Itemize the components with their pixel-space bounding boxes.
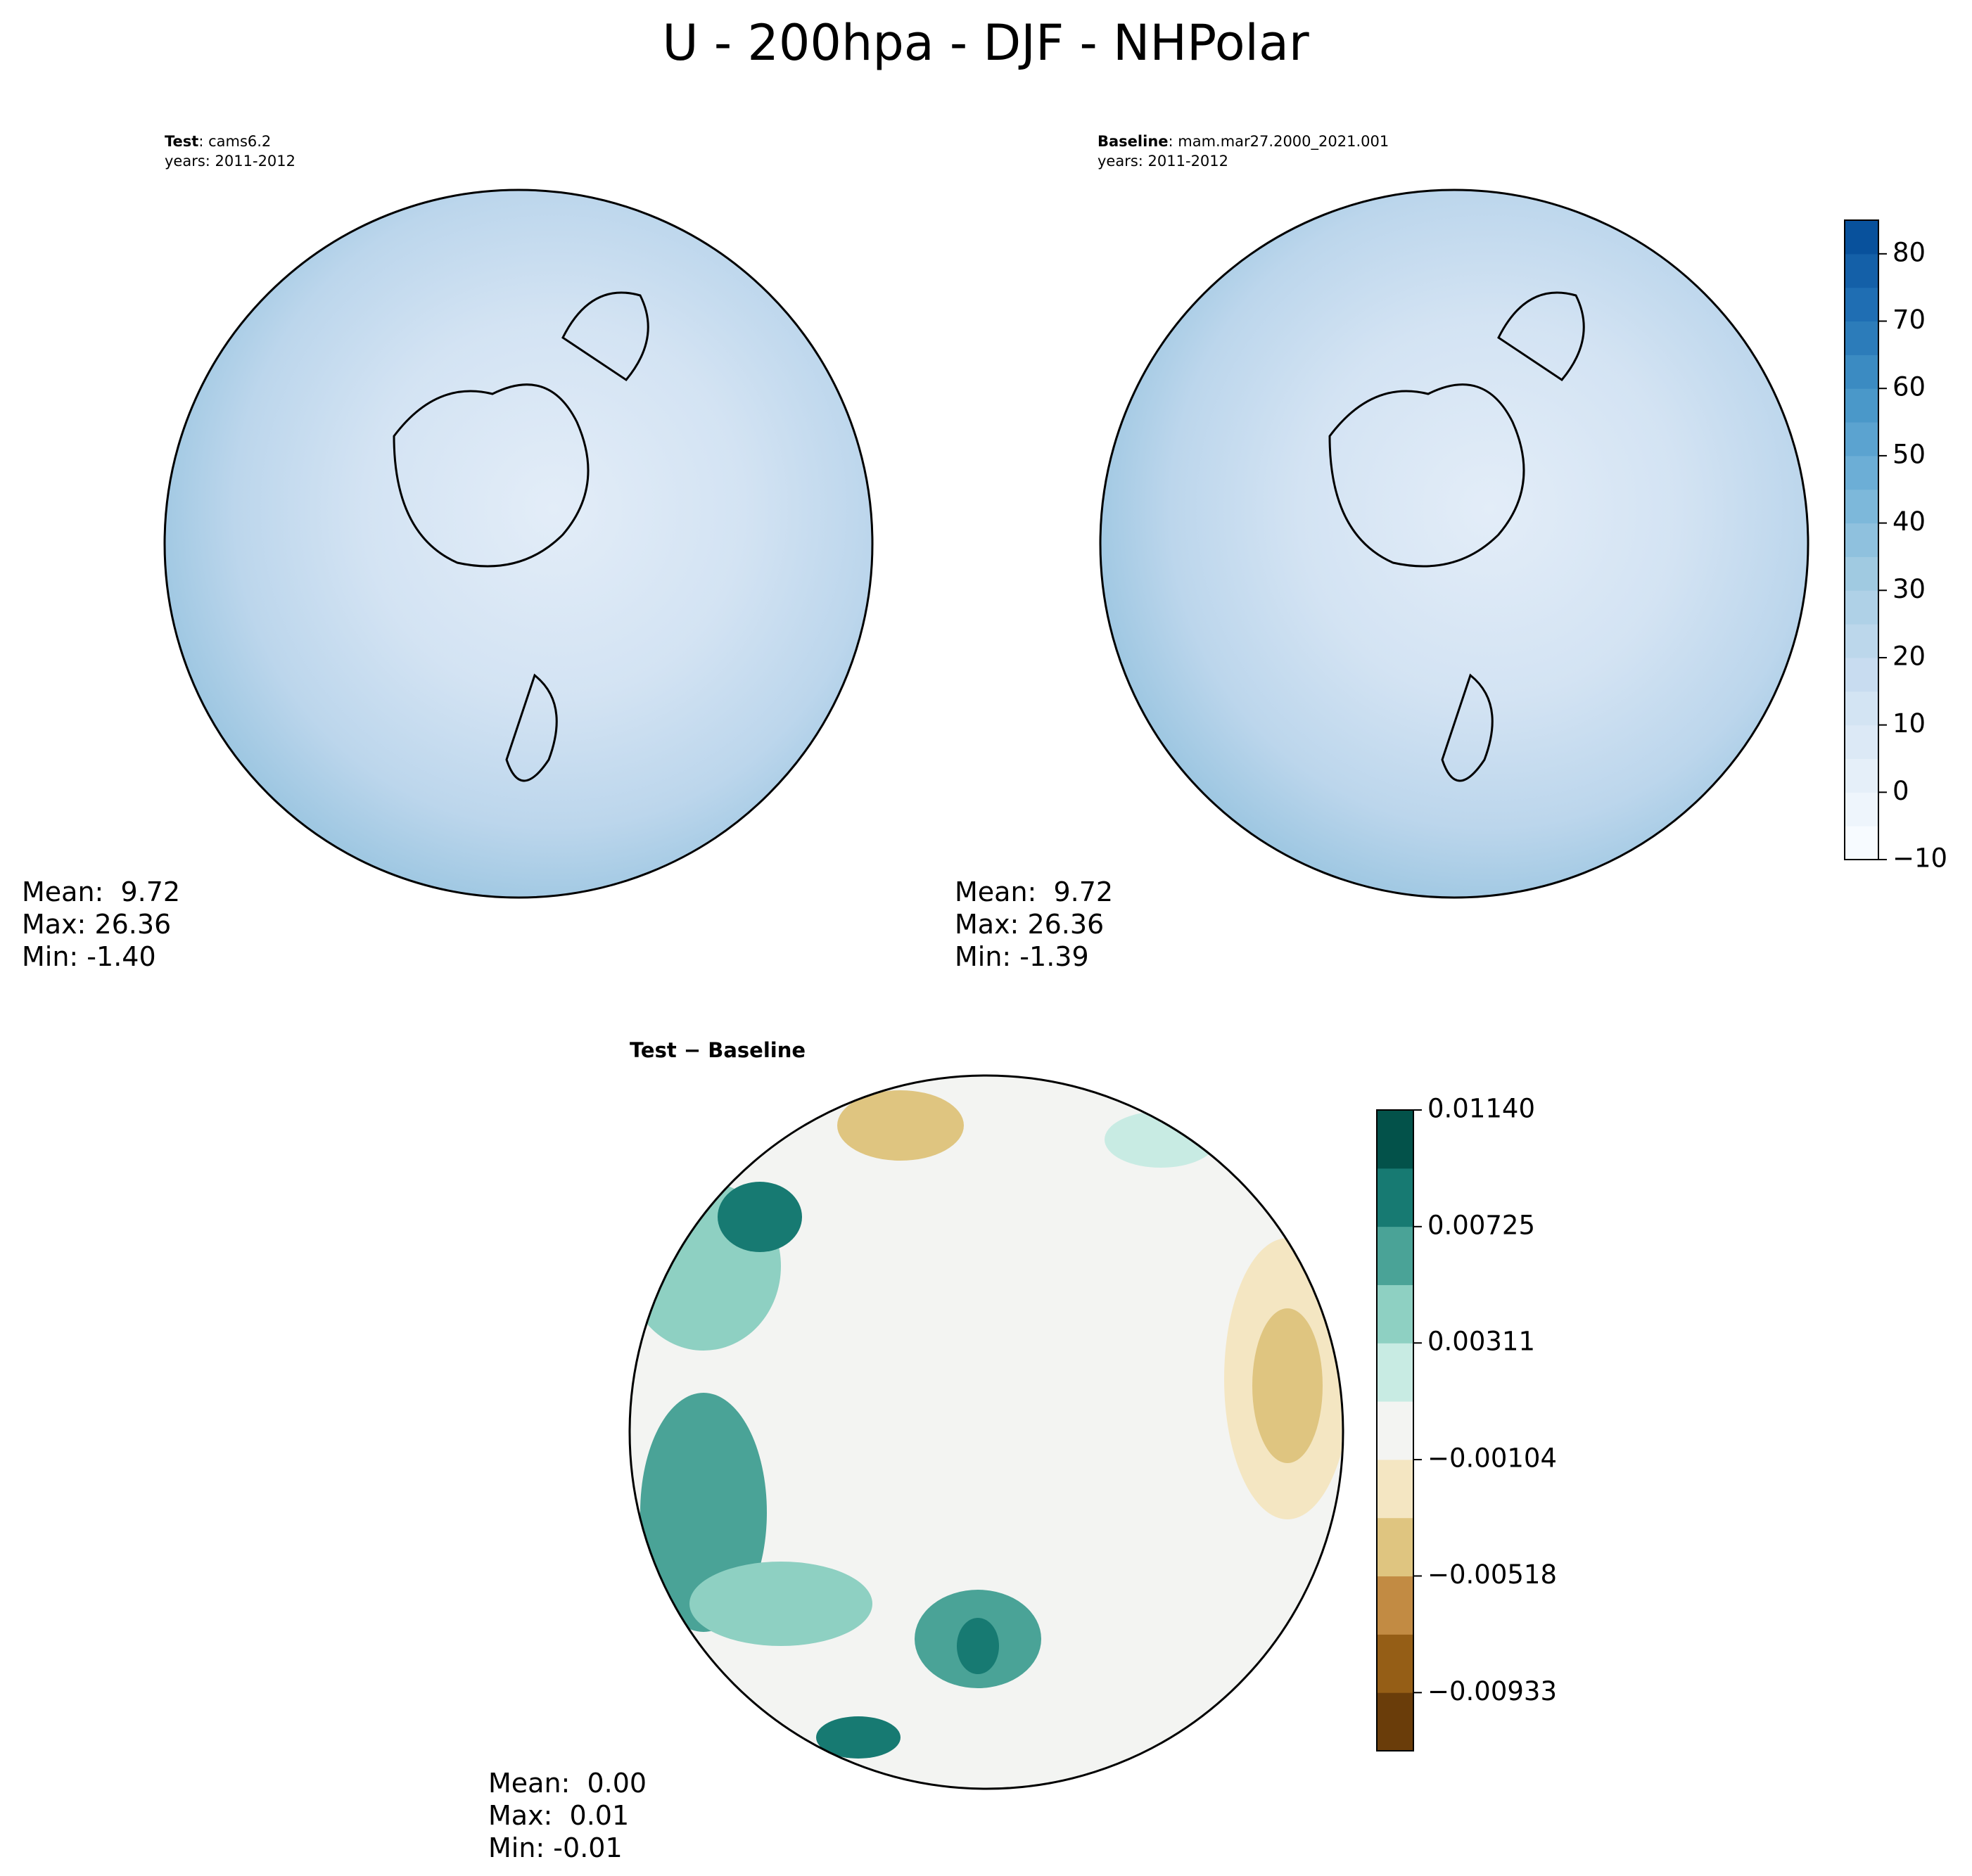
- colorbar-band: [1845, 321, 1878, 355]
- colorbar-band: [1845, 758, 1878, 793]
- panel-label: Baseline: mam.mar27.2000_2021.001: [1098, 133, 1389, 151]
- colorbar-band: [1845, 590, 1878, 625]
- stat: Min: -0.01: [488, 1832, 623, 1863]
- colorbar-band: [1377, 1576, 1413, 1635]
- colorbar-tick-label: −0.00933: [1427, 1676, 1557, 1706]
- case-label: Baseline: [1098, 133, 1169, 150]
- stat: Mean: 9.72: [955, 876, 1113, 907]
- colorbar-band: [1845, 657, 1878, 692]
- colorbar-band: [1845, 826, 1878, 860]
- colorbar-tick-label: −0.00104: [1427, 1443, 1557, 1474]
- colorbar-band: [1377, 1517, 1413, 1577]
- years: years: 2011-2012: [1098, 153, 1228, 170]
- colorbar-band: [1845, 792, 1878, 827]
- colorbar-band: [1845, 725, 1878, 759]
- colorbar-frame: [1844, 219, 1879, 860]
- colorbar-tick-label: 40: [1893, 506, 1926, 537]
- colorbar-band: [1377, 1226, 1413, 1285]
- polar-map: [630, 1076, 1343, 1789]
- colorbar-tick-label: 70: [1893, 305, 1926, 335]
- colorbar-band: [1377, 1110, 1413, 1169]
- case-name: : cams6.2: [198, 133, 271, 150]
- colorbar-tick-label: 60: [1893, 372, 1926, 402]
- colorbar-band: [1845, 287, 1878, 322]
- colorbar-tick-label: 0.01140: [1427, 1094, 1535, 1124]
- colorbar-frame: [1376, 1109, 1414, 1751]
- polar-map: [1099, 189, 1809, 899]
- colorbar-tick-label: 0.00311: [1427, 1327, 1535, 1357]
- colorbar-band: [1845, 455, 1878, 490]
- stat: Min: -1.39: [955, 941, 1089, 972]
- colorbar-tick-label: 10: [1893, 708, 1926, 739]
- stat: Min: -1.40: [22, 941, 156, 972]
- stat: Max: 26.36: [22, 909, 171, 940]
- polar-map: [163, 189, 874, 899]
- colorbar-band: [1845, 253, 1878, 288]
- years: years: 2011-2012: [165, 153, 295, 170]
- colorbar-band: [1845, 556, 1878, 591]
- stat: Mean: 0.00: [488, 1768, 647, 1799]
- colorbar-band: [1377, 1401, 1413, 1460]
- colorbar-band: [1845, 422, 1878, 457]
- stat: Max: 0.01: [488, 1800, 629, 1831]
- map-border: [628, 1074, 1344, 1790]
- colorbar-tick-label: 50: [1893, 439, 1926, 469]
- coastline: [1328, 291, 1585, 782]
- colorbar-tick-label: 20: [1893, 641, 1926, 671]
- case-label: Test: [165, 133, 198, 150]
- colorbar-band: [1377, 1692, 1413, 1751]
- panel-label: Test: cams6.2: [165, 133, 271, 150]
- colorbar-band: [1845, 489, 1878, 524]
- colorbar-tick-label: 30: [1893, 574, 1926, 604]
- figure-title: U - 200hpa - DJF - NHPolar: [662, 14, 1309, 72]
- colorbar-band: [1845, 355, 1878, 389]
- colorbar-band: [1377, 1284, 1413, 1344]
- panel-label: Test − Baseline: [630, 1038, 806, 1062]
- colorbar-band: [1845, 388, 1878, 423]
- colorbar-band: [1377, 1343, 1413, 1402]
- case-name: : mam.mar27.2000_2021.001: [1169, 133, 1389, 151]
- colorbar-band: [1377, 1168, 1413, 1227]
- stat: Mean: 9.72: [22, 876, 180, 907]
- colorbar-band: [1845, 523, 1878, 557]
- colorbar-tick-label: 0.00725: [1427, 1210, 1535, 1240]
- colorbar-band: [1377, 1634, 1413, 1693]
- colorbar-tick-label: 80: [1893, 237, 1926, 267]
- stat: Max: 26.36: [955, 909, 1104, 940]
- colorbar-band: [1845, 624, 1878, 658]
- colorbar-tick-label: −0.00518: [1427, 1559, 1557, 1590]
- coastline: [393, 291, 649, 782]
- colorbar-band: [1845, 220, 1878, 255]
- colorbar-tick-label: −10: [1893, 843, 1947, 874]
- colorbar-band: [1377, 1459, 1413, 1519]
- colorbar-tick-label: 0: [1893, 776, 1909, 806]
- colorbar-band: [1845, 691, 1878, 726]
